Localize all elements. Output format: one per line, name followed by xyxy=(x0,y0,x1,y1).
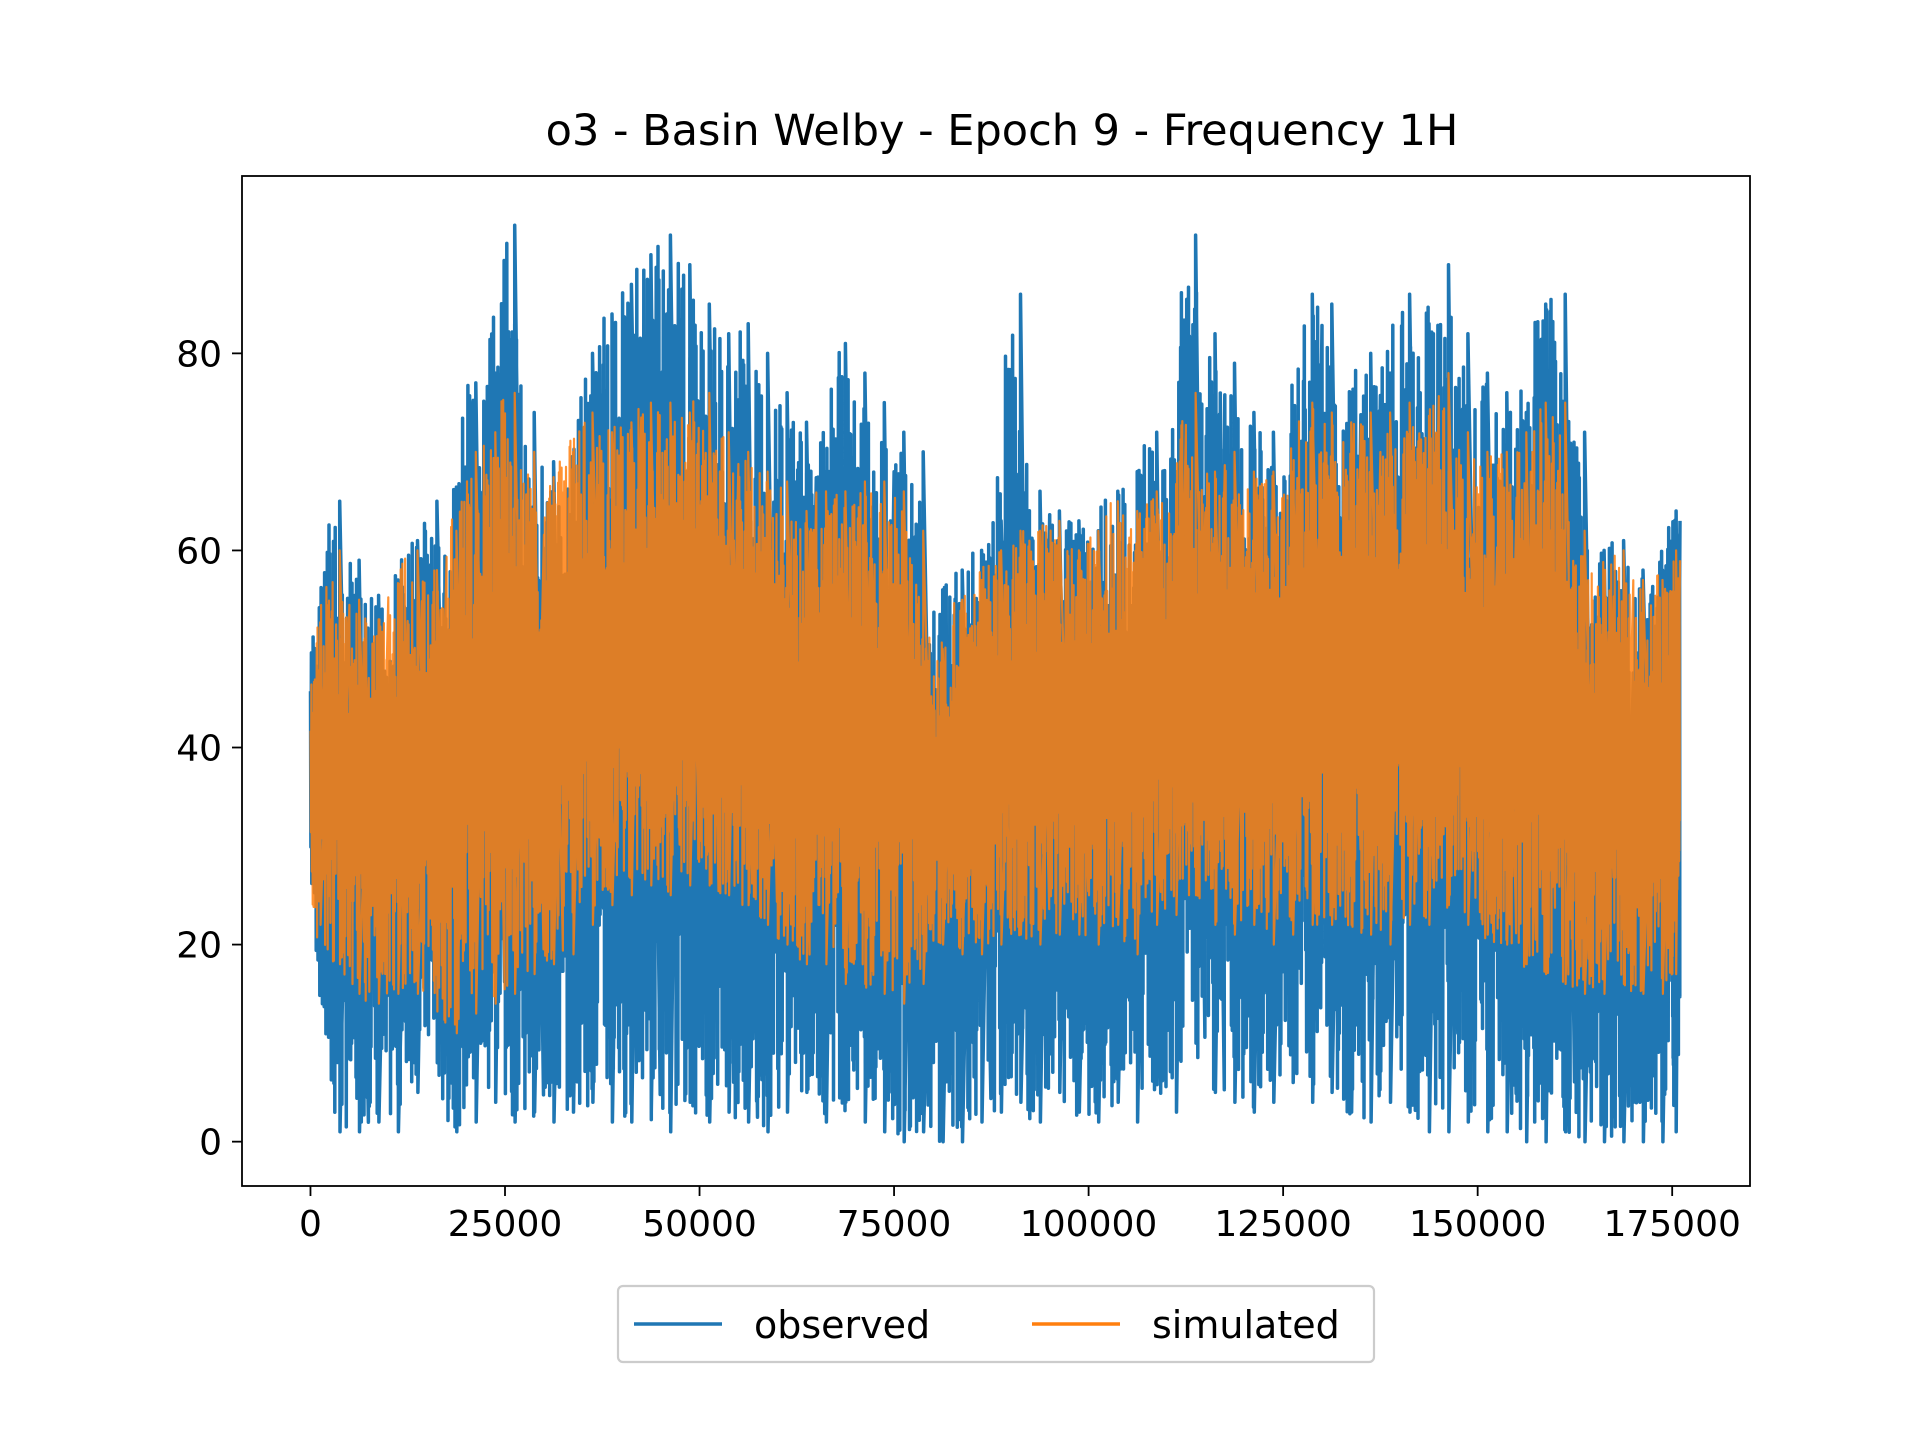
legend-label-observed: observed xyxy=(754,1303,930,1347)
x-axis: 0 25000 50000 75000 100000 125000 150000 175000 xyxy=(299,1186,1741,1245)
x-tick-label: 0 xyxy=(299,1204,322,1245)
series-line-simulated xyxy=(309,372,1682,1035)
y-tick-label: 20 xyxy=(176,926,222,967)
x-tick-label: 50000 xyxy=(642,1204,757,1245)
legend-label-simulated: simulated xyxy=(1152,1303,1340,1347)
y-tick-label: 80 xyxy=(176,334,222,375)
x-tick-label: 175000 xyxy=(1603,1204,1740,1245)
legend: observed simulated xyxy=(616,1284,1376,1364)
x-tick-label: 125000 xyxy=(1214,1204,1351,1245)
x-tick-label: 100000 xyxy=(1020,1204,1157,1245)
y-tick-label: 40 xyxy=(176,729,222,770)
plot-frame xyxy=(241,175,1751,1187)
chart-title: o3 - Basin Welby - Epoch 9 - Frequency 1… xyxy=(546,106,1459,156)
plot-area xyxy=(308,223,1682,1144)
x-tick-label: 150000 xyxy=(1409,1204,1546,1245)
legend-box xyxy=(616,1284,1376,1364)
y-axis: 0 20 40 60 80 xyxy=(176,334,242,1164)
x-tick-label: 25000 xyxy=(448,1204,563,1245)
y-tick-label: 0 xyxy=(199,1123,222,1164)
y-tick-label: 60 xyxy=(176,531,222,572)
x-tick-label: 75000 xyxy=(837,1204,952,1245)
